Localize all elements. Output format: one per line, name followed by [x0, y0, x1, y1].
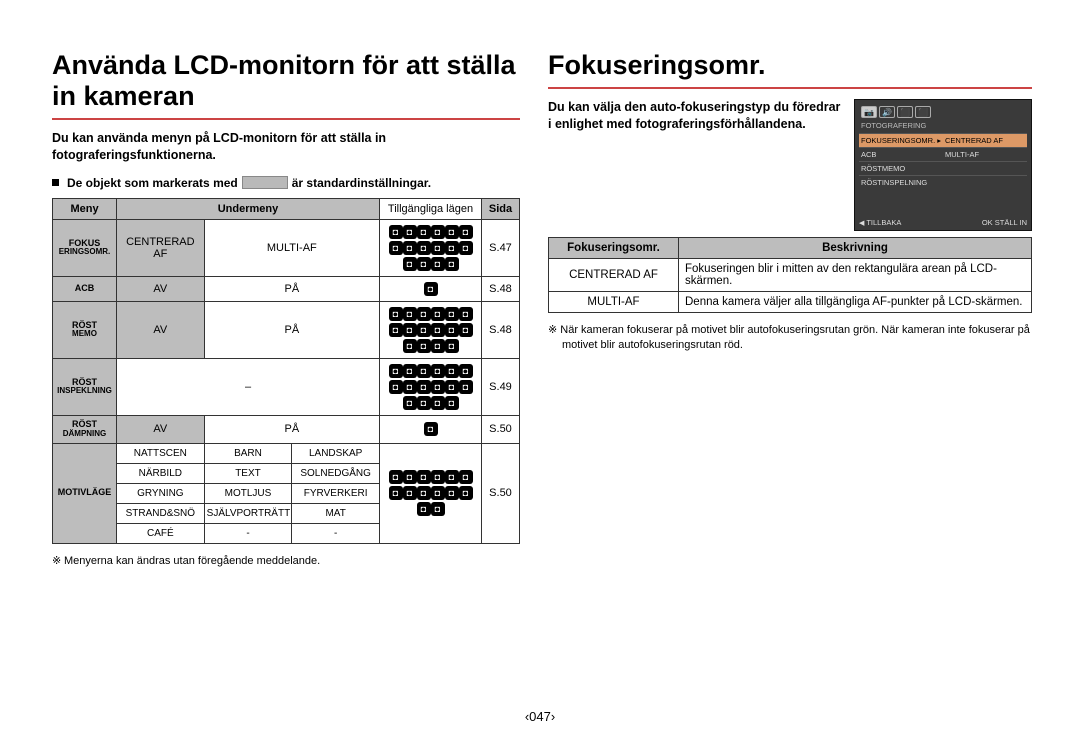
mode-icons: ◘◘◘◘◘◘◘◘◘◘◘◘◘◘◘◘: [380, 219, 482, 276]
table-rowhead: FOKUSERINGSOMR.: [53, 219, 117, 276]
th-sida: Sida: [482, 198, 520, 219]
table-cell: GRYNING: [117, 483, 205, 503]
table-cell: MULTI-AF: [204, 219, 379, 276]
table-cell: NATTSCEN: [117, 443, 205, 463]
table-cell: TEXT: [204, 463, 292, 483]
th-undermeny: Undermeny: [117, 198, 380, 219]
table-cell: MOTLJUS: [204, 483, 292, 503]
menu-table: Meny Undermeny Tillgängliga lägen Sida F…: [52, 198, 520, 544]
table-cell: AV: [117, 301, 205, 358]
table-cell: AV: [117, 415, 205, 443]
footnote-left: ※ Menyerna kan ändras utan föregående me…: [52, 554, 520, 567]
description-table: Fokuseringsomr. Beskrivning CENTRERAD AF…: [548, 237, 1032, 313]
asterisk-icon: ※: [548, 324, 560, 336]
table-cell: SOLNEDGÅNG: [292, 463, 380, 483]
table-cell: LANDSKAP: [292, 443, 380, 463]
lcd-section: FOTOGRAFERING: [859, 120, 1027, 131]
table-cell: BARN: [204, 443, 292, 463]
lcd-ok: OK STÄLL IN: [982, 218, 1027, 227]
table-cell: PÅ: [204, 415, 379, 443]
mode-icons: ◘: [380, 415, 482, 443]
lcd-menu-row: RÖSTMEMO: [859, 161, 1027, 175]
table-rowhead: RÖSTINSPEKLNING: [53, 358, 117, 415]
table-cell: -: [204, 523, 292, 543]
table-cell: MAT: [292, 503, 380, 523]
mode-icons: ◘: [380, 276, 482, 301]
default-note: De objekt som markerats med är standardi…: [52, 176, 520, 190]
table-rowhead: RÖSTMEMO: [53, 301, 117, 358]
desc-value: Fokuseringen blir i mitten av den rektan…: [679, 259, 1032, 292]
lcd-menu-row: ACBMULTI-AF: [859, 147, 1027, 161]
table-cell: PÅ: [204, 301, 379, 358]
lcd-tab-icon: 🔊: [879, 106, 895, 118]
mode-icons: ◘◘◘◘◘◘◘◘◘◘◘◘◘◘◘◘: [380, 358, 482, 415]
table-cell-page: S.48: [482, 301, 520, 358]
mode-icons: ◘◘◘◘◘◘◘◘◘◘◘◘◘◘: [380, 443, 482, 543]
table-cell-page: S.49: [482, 358, 520, 415]
focus-note-text: När kameran fokuserar på motivet blir au…: [560, 324, 1030, 351]
lcd-preview: 📷 🔊 ⬛ ⬛ FOTOGRAFERING FOKUSERINGSOMR. ▸C…: [854, 99, 1032, 231]
table-cell-page: S.50: [482, 415, 520, 443]
table-cell: STRAND&SNÖ: [117, 503, 205, 523]
table-rowhead: MOTIVLÄGE: [53, 443, 117, 543]
table-rowhead: ACB: [53, 276, 117, 301]
table-cell: FYRVERKERI: [292, 483, 380, 503]
table-cell-page: S.47: [482, 219, 520, 276]
table-cell: CENTRERAD AF: [117, 219, 205, 276]
lcd-tab-icon: ⬛: [897, 106, 913, 118]
lcd-tab-icon: ⬛: [915, 106, 931, 118]
desc-key: CENTRERAD AF: [549, 259, 679, 292]
table-cell: SJÄLVPORTRÄTT: [204, 503, 292, 523]
table-cell-page: S.48: [482, 276, 520, 301]
table-cell-page: S.50: [482, 443, 520, 543]
table-cell: –: [117, 358, 380, 415]
page-title-left: Använda LCD-monitorn för att ställa in k…: [52, 50, 520, 112]
desc-value: Denna kamera väljer alla tillgängliga AF…: [679, 292, 1032, 313]
bullet-square-icon: [52, 179, 59, 186]
th-desc: Beskrivning: [679, 238, 1032, 259]
th-lagen: Tillgängliga lägen: [380, 198, 482, 219]
table-cell: NÄRBILD: [117, 463, 205, 483]
focus-note: ※ När kameran fokuserar på motivet blir …: [548, 323, 1032, 353]
table-rowhead: RÖSTDÄMPNING: [53, 415, 117, 443]
table-cell: PÅ: [204, 276, 379, 301]
table-cell: AV: [117, 276, 205, 301]
asterisk-icon: ※: [52, 555, 64, 567]
title-rule-left: [52, 118, 520, 120]
table-cell: CAFÉ: [117, 523, 205, 543]
lcd-back: ◀ TILLBAKA: [859, 218, 901, 227]
page-number: ‹047›: [0, 709, 1080, 724]
table-cell: -: [292, 523, 380, 543]
default-swatch: [242, 176, 288, 189]
lcd-menu-row: FOKUSERINGSOMR. ▸CENTRERAD AF: [859, 133, 1027, 147]
default-note-post: är standardinställningar.: [292, 176, 431, 190]
lcd-menu-row: RÖSTINSPELNING: [859, 175, 1027, 189]
default-note-pre: De objekt som markerats med: [67, 176, 238, 190]
title-rule-right: [548, 87, 1032, 89]
page-title-right: Fokuseringsomr.: [548, 50, 1032, 81]
mode-icons: ◘◘◘◘◘◘◘◘◘◘◘◘◘◘◘◘: [380, 301, 482, 358]
lcd-tab-icon: 📷: [861, 106, 877, 118]
th-focus: Fokuseringsomr.: [549, 238, 679, 259]
footnote-text: Menyerna kan ändras utan föregående medd…: [64, 555, 320, 567]
desc-key: MULTI-AF: [549, 292, 679, 313]
th-meny: Meny: [53, 198, 117, 219]
intro-left: Du kan använda menyn på LCD-monitorn för…: [52, 130, 520, 164]
